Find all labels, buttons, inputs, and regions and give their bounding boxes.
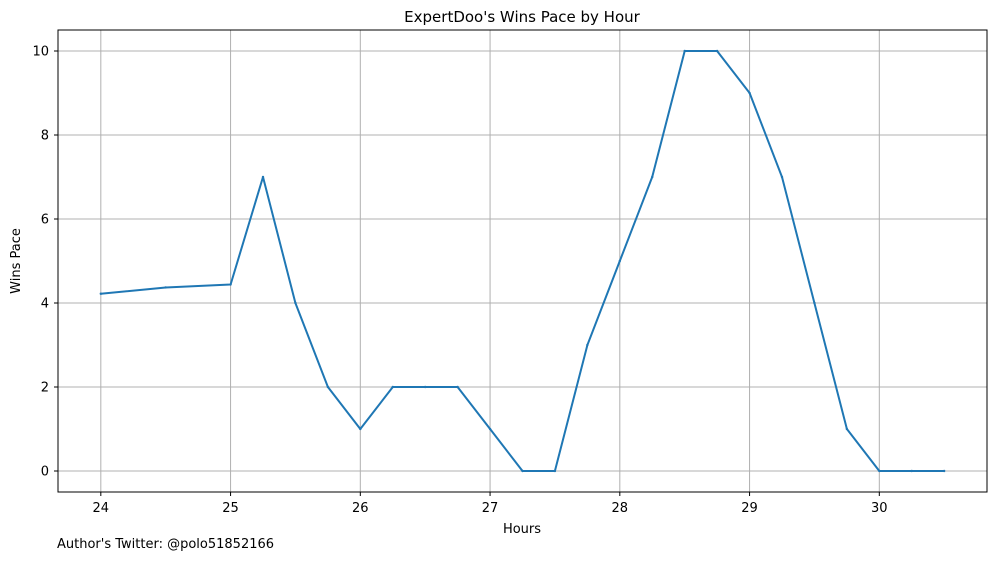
y-axis: 0 2 4 6 8 10 [32, 45, 58, 480]
x-tick-label: 27 [482, 501, 499, 516]
data-point [261, 175, 265, 179]
series-line [100, 50, 945, 472]
y-axis-label: Wins Pace [9, 228, 24, 294]
data-point [423, 385, 427, 389]
data-point [326, 385, 330, 389]
x-axis: 24 25 26 27 28 29 30 [93, 492, 888, 516]
data-point [651, 175, 654, 179]
x-tick-label: 26 [352, 501, 369, 516]
y-tick-label: 6 [41, 213, 49, 228]
y-tick-label: 4 [41, 297, 49, 312]
y-tick-label: 8 [41, 129, 49, 144]
x-tick-label: 24 [93, 501, 110, 516]
y-tick-label: 0 [41, 465, 49, 480]
x-tick-label: 28 [612, 501, 629, 516]
data-point [391, 385, 394, 389]
data-point [99, 292, 103, 295]
data-point [715, 49, 719, 53]
plot-area [99, 49, 946, 473]
data-point [521, 469, 524, 473]
data-point [845, 427, 849, 431]
data-point [488, 427, 492, 431]
data-point [456, 385, 459, 389]
chart-title: ExpertDoo's Wins Pace by Hour [404, 8, 640, 26]
data-point [618, 259, 622, 263]
y-tick-label: 10 [32, 45, 49, 60]
data-point [683, 49, 686, 53]
data-point [164, 286, 167, 289]
x-tick-label: 30 [871, 501, 888, 516]
x-tick-label: 25 [222, 501, 239, 516]
data-point [586, 343, 589, 347]
x-axis-label: Hours [503, 522, 541, 537]
data-point [229, 283, 232, 286]
data-point [813, 301, 816, 305]
data-point [780, 175, 784, 179]
data-point [359, 427, 362, 431]
x-tick-label: 29 [741, 501, 758, 516]
plot-frame [57, 29, 988, 493]
data-point [878, 469, 881, 473]
data-point [910, 469, 913, 473]
y-tick-label: 2 [41, 381, 49, 396]
grid [58, 30, 987, 492]
data-point [294, 301, 297, 305]
data-point [942, 469, 946, 473]
data-point [748, 91, 751, 95]
author-credit: Author's Twitter: @polo51852166 [57, 537, 275, 552]
data-point [553, 469, 557, 473]
